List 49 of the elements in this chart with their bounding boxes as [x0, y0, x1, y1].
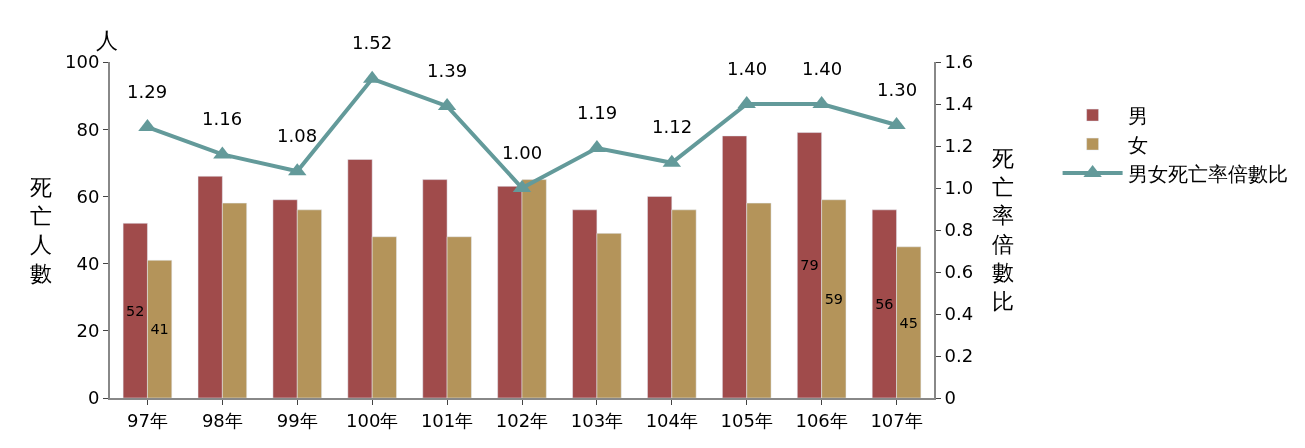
- x-tick-label: 101年: [420, 409, 474, 431]
- y-tick-label: 80: [76, 118, 100, 140]
- data-label: 1.52: [352, 32, 393, 53]
- legend-label: 女: [1127, 132, 1148, 157]
- y-axis-title: 死亡人數: [30, 175, 52, 286]
- y-tick-label: 60: [76, 185, 100, 207]
- x-tick-label: 99年: [276, 409, 318, 431]
- data-label: 45: [899, 314, 918, 331]
- data-label: 1.16: [202, 108, 243, 129]
- y2-axis-title: 死亡率倍數比: [992, 146, 1014, 314]
- x-tick-label: 104年: [645, 409, 698, 431]
- y-tick-label: 40: [76, 252, 100, 274]
- data-label: 1.00: [502, 142, 543, 163]
- x-tick-label: 102年: [495, 409, 549, 431]
- data-label: 56: [875, 296, 894, 313]
- legend-label: 男: [1127, 103, 1148, 128]
- data-label: 79: [800, 257, 819, 274]
- data-label: 1.40: [727, 58, 768, 79]
- x-tick-label: 98年: [201, 409, 243, 431]
- data-label: 1.29: [127, 81, 168, 102]
- x-tick-label: 97年: [127, 409, 168, 431]
- y2-tick-label: 0: [944, 387, 957, 409]
- y2-tick-label: 1.0: [944, 177, 974, 199]
- legend-label: 男女死亡率倍數比: [1127, 161, 1288, 186]
- y2-tick-label: 0.8: [944, 219, 974, 241]
- data-label: 1.39: [427, 60, 468, 81]
- y-tick-label: 20: [76, 320, 100, 342]
- data-label: 1.30: [877, 79, 918, 100]
- data-label: 1.12: [652, 116, 693, 137]
- y2-tick-label: 0.2: [944, 345, 974, 367]
- x-tick-label: 103年: [570, 409, 624, 431]
- y2-tick-label: 0.4: [944, 303, 974, 325]
- data-label: 59: [824, 291, 843, 308]
- x-tick-label: 107年: [870, 409, 923, 431]
- y2-tick-label: 1.4: [944, 93, 974, 115]
- y2-tick-label: 1.6: [944, 51, 974, 73]
- data-label: 52: [126, 302, 145, 319]
- y2-tick-label: 0.6: [944, 261, 974, 283]
- text: 人: [96, 28, 118, 53]
- data-label: 1.08: [277, 125, 318, 146]
- x-tick-label: 105年: [720, 409, 773, 431]
- data-label: 1.19: [577, 102, 618, 123]
- y2-tick-label: 1.2: [944, 135, 974, 157]
- data-label: 41: [150, 321, 169, 338]
- y-tick-label: 0: [87, 387, 100, 409]
- x-tick-label: 106年: [795, 409, 848, 431]
- data-label: 1.40: [802, 58, 843, 79]
- x-tick-label: 100年: [346, 409, 399, 431]
- y-tick-label: 100: [65, 51, 100, 73]
